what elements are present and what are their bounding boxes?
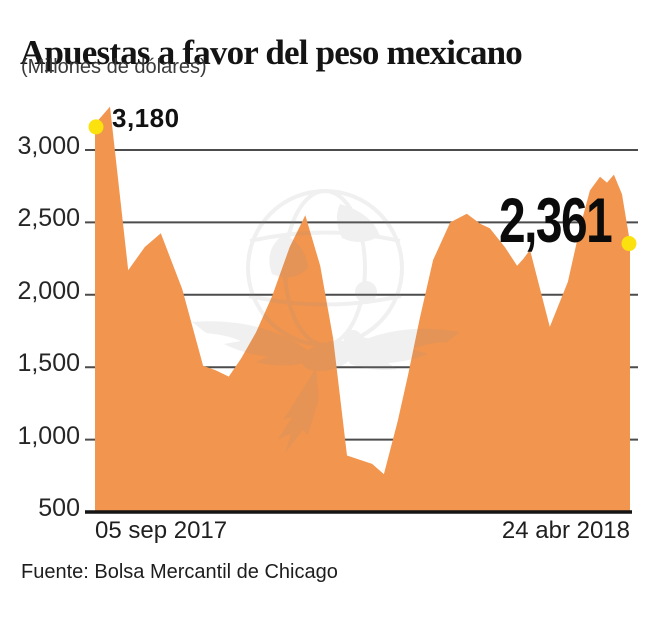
y-tick-label: 2,500: [17, 204, 80, 233]
y-tick-label: 1,500: [17, 349, 80, 378]
y-tick-label: 500: [38, 494, 80, 522]
x-axis-label-start: 05 sep 2017: [95, 517, 228, 544]
x-axis-label-end: 24 abr 2018: [501, 517, 630, 544]
first-point-value-label: 3,180: [112, 103, 180, 133]
eagle-globe-watermark-icon: [192, 189, 460, 453]
endpoint-markers: [88, 119, 637, 252]
chart-subtitle: (Millones de dólares): [21, 56, 207, 78]
y-tick-label: 1,000: [17, 421, 80, 450]
last-point-value-label: 2,361: [499, 186, 613, 256]
y-tick-label: 3,000: [17, 132, 80, 160]
source-note: Fuente: Bolsa Mercantil de Chicago: [21, 561, 338, 583]
area-series: [95, 106, 630, 512]
chart-title: Apuestas a favor del peso mexicano: [20, 33, 523, 73]
y-tick-label: 2,000: [17, 276, 80, 305]
